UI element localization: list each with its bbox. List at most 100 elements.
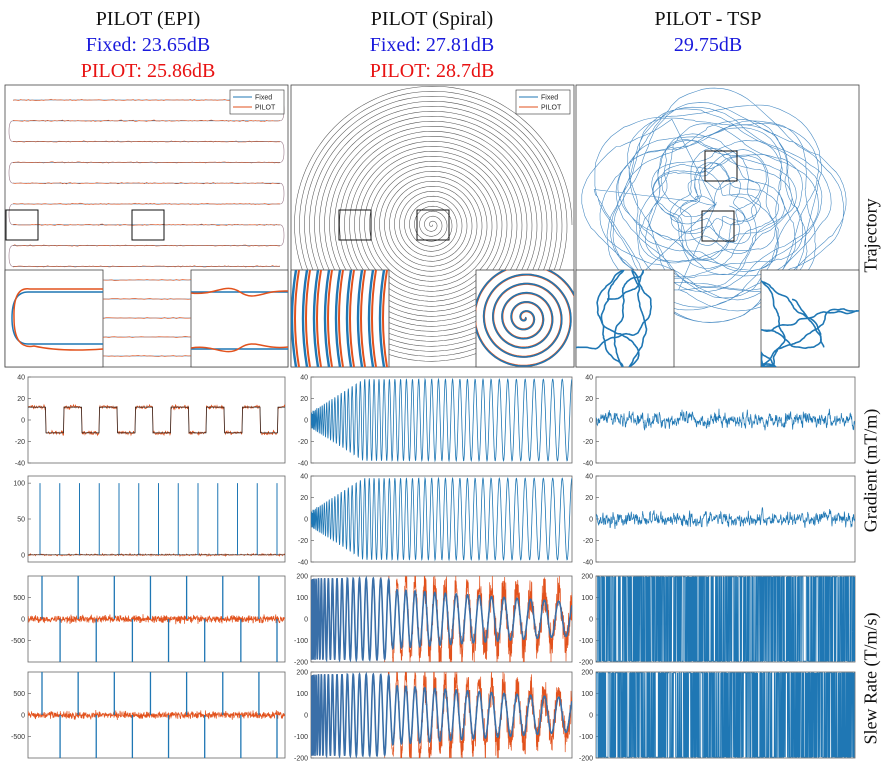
- clip-epi-traj-group: [8, 98, 285, 268]
- panel-r2-c1-tick-label: 20: [17, 396, 25, 403]
- panel-r4-c1-tick-label: 0: [21, 617, 25, 624]
- panel-r4-c2-tick-label: -100: [294, 638, 308, 645]
- spiral-inset-1-pilot: [349, 270, 355, 367]
- epi-traj-turn: [279, 182, 285, 205]
- epi-traj-line-pilot: [12, 202, 281, 206]
- tsp-inset-2-path: [761, 280, 859, 367]
- spiral-inset-1-pilot: [327, 270, 333, 367]
- panel-r3-c2-tick-label: -40: [298, 560, 308, 567]
- col-pilot-spiral: PILOT: 28.7dB: [369, 60, 495, 82]
- spiral-inset-1-pilot: [371, 270, 377, 367]
- panel-r3-c3-series-pilot: [596, 507, 855, 530]
- epi-traj-line-pilot: [12, 244, 280, 247]
- epi-inset-mid-pilot: [102, 317, 192, 319]
- panel-r4-c3-tick-label: 100: [581, 595, 593, 602]
- clip-panel-r3-c2-group: [311, 476, 572, 562]
- epi-traj-line-pilot: [12, 140, 281, 143]
- epi-traj-turn: [8, 245, 14, 267]
- panel-r2-c1-series-fixed: [28, 406, 285, 434]
- epi-inset-mid-pilot: [102, 279, 192, 282]
- panel-r4-c3-tick-label: 0: [589, 617, 593, 624]
- legend-box: [229, 89, 285, 115]
- panel-r2-c2-tick-label: 0: [304, 418, 308, 425]
- panel-r2-c2-tick-label: 20: [300, 396, 308, 403]
- panel-r4-c2-tick-label: 100: [296, 595, 308, 602]
- panel-r3-c3-tick-label: 20: [585, 495, 593, 502]
- legend-fixed-label: Fixed: [255, 95, 272, 102]
- panel-r5-c2-tick-label: 0: [304, 713, 308, 720]
- col-title-epi: PILOT (EPI): [95, 8, 201, 30]
- panel-r2-c2-tick-label: -20: [298, 439, 308, 446]
- spiral-inset-1-pilot: [360, 270, 366, 367]
- panel-r3-c3-tick-label: -40: [583, 560, 593, 567]
- clip-tsp-inset-1-group: [576, 270, 653, 367]
- clip-panel-r5-c1-group: [28, 672, 285, 758]
- panel-r4-c1-tick-label: 500: [13, 595, 25, 602]
- panel-r4-c1-series-pilot: [28, 614, 285, 625]
- spiral-inset-1-fixed: [334, 270, 342, 367]
- spiral-zoom-box-1: [338, 209, 372, 241]
- panel-r4-c3-series-pilot: [596, 576, 855, 662]
- clip-panel-r5-c3-group: [596, 672, 855, 758]
- epi-inset-1: [4, 269, 104, 368]
- epi-inset-2-pilot-a: [190, 287, 289, 297]
- panel-r4-c3-tick-label: 200: [581, 574, 593, 581]
- epi-traj-line-pilot: [12, 119, 281, 122]
- col-header-spiral: PILOT (Spiral) Fixed: 27.81dB PILOT: 28.…: [322, 6, 542, 84]
- panel-r5-c3-tick-label: -200: [579, 756, 593, 763]
- epi-traj-turn: [279, 224, 285, 246]
- spiral-inset-1-pilot: [294, 270, 300, 367]
- legend-fixed-label: Fixed: [541, 95, 558, 102]
- panel-r4-c3-tick-label: -100: [579, 638, 593, 645]
- panel-r5-c2-tick-label: -100: [294, 734, 308, 741]
- panel-r3-c3-tick-label: 0: [589, 517, 593, 524]
- panel-r2-c1-frame: [27, 376, 286, 464]
- panel-r5-c3-tick-label: 0: [589, 713, 593, 720]
- epi-traj-turn: [8, 203, 14, 226]
- panel-r2-c1-tick-label: -40: [15, 461, 25, 468]
- panel-r2-c1-tick-label: 0: [21, 418, 25, 425]
- epi-zoom-box-1: [5, 209, 39, 241]
- panel-r5-c1-series-pilot: [28, 709, 285, 721]
- panel-r2-c1-tick-label: -20: [15, 439, 25, 446]
- panel-r5-c2-tick-label: 200: [296, 670, 308, 677]
- epi-traj-turn: [8, 162, 14, 184]
- legend-pilot-label: PILOT: [255, 105, 276, 112]
- clip-tsp-inset-2-group: [761, 280, 859, 367]
- tsp-zoom-box-2: [701, 210, 735, 242]
- epi-traj-line-pilot: [12, 223, 281, 226]
- panel-r5-c2-tick-label: 100: [296, 691, 308, 698]
- panel-r3-c2-tick-label: 20: [300, 495, 308, 502]
- panel-r5-c1-tick-label: -500: [11, 734, 25, 741]
- clip-panel-r3-c3-group: [596, 507, 855, 530]
- col-header-epi: PILOT (EPI) Fixed: 23.65dB PILOT: 25.86d…: [40, 6, 256, 84]
- panel-r3-c2-tick-label: 40: [300, 474, 308, 481]
- panel-r4-c2-series-fixed: [311, 576, 572, 662]
- panel-r3-c2-series-fixed: [311, 476, 572, 562]
- panel-r3-c2-tick-label: -20: [298, 538, 308, 545]
- spiral-inset-1-fixed: [323, 270, 331, 367]
- spiral-inset-1-pilot: [305, 270, 311, 367]
- clip-panel-r4-c3-group: [596, 576, 855, 662]
- col-title-tsp: PILOT - TSP: [654, 8, 762, 30]
- panel-r3-c2-tick-label: 0: [304, 517, 308, 524]
- epi-inset-1-fixed: [11, 291, 103, 345]
- spiral-inset-1-fixed: [356, 270, 364, 367]
- panel-r5-c3-series-pilot: [596, 672, 855, 758]
- tsp-inset-1-path: [576, 270, 653, 367]
- panel-r2-c2-tick-label: 40: [300, 375, 308, 382]
- epi-inset-1-pilot: [13, 288, 104, 351]
- col-fixed-epi: Fixed: 23.65dB: [85, 34, 211, 56]
- spiral-inset-1-fixed: [378, 270, 386, 367]
- panel-r3-c1-frame: [27, 475, 286, 563]
- legend-box: [515, 89, 571, 115]
- panel-r3-c3-tick-label: -20: [583, 538, 593, 545]
- col-value-tsp: 29.75dB: [673, 34, 743, 56]
- panel-r5-c3-tick-label: 200: [581, 670, 593, 677]
- spiral-inset-1-pilot: [382, 270, 388, 367]
- panel-r4-c2-tick-label: 200: [296, 574, 308, 581]
- legend-1: Fixed PILOT: [229, 89, 285, 115]
- legend-2: Fixed PILOT: [515, 89, 571, 115]
- epi-traj-turn: [8, 120, 14, 142]
- spiral-inset-1-pilot: [316, 270, 322, 367]
